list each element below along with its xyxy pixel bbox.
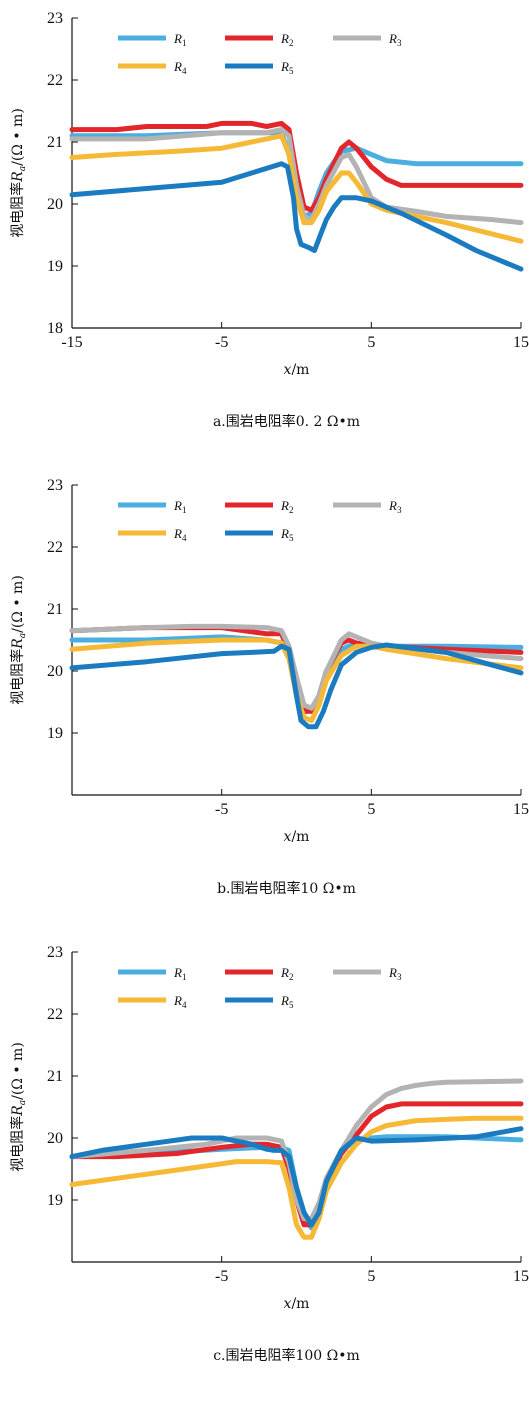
series-line-r1 xyxy=(69,1134,524,1231)
x-tick-label: -5 xyxy=(215,1268,228,1285)
y-tick-label: 21 xyxy=(47,134,63,151)
y-tick-label: 20 xyxy=(47,1130,63,1147)
chart-a: 18 19 20 21 22 23 -15 -5 5 15 R1 R2 R3 R4 R5 x/m 视电阻率Ra/… xyxy=(9,10,529,430)
legend-label-r4: R4 xyxy=(173,526,187,543)
legend-label-r1: R1 xyxy=(173,498,186,515)
x-axis-label: x/m xyxy=(284,1296,310,1312)
y-tick-label: 19 xyxy=(47,725,63,742)
legend-label-r2: R2 xyxy=(280,498,293,515)
legend-label-r5: R5 xyxy=(280,526,294,543)
y-axis-label: 视电阻率Ra/(Ω • m) xyxy=(9,108,28,238)
y-tick-label: 20 xyxy=(47,196,63,213)
y-axis-label: 视电阻率Ra/(Ω • m) xyxy=(9,575,28,705)
y-tick-label: 22 xyxy=(47,539,63,556)
series-line-r3 xyxy=(69,623,524,711)
y-tick-label: 20 xyxy=(47,663,63,680)
legend-label-r2: R2 xyxy=(280,965,293,982)
legend-label-r1: R1 xyxy=(173,965,186,982)
series-line-r5 xyxy=(69,1126,524,1228)
series-line-r2 xyxy=(69,120,524,213)
series-line-r4 xyxy=(69,1115,524,1240)
chart-panel-c: 19 20 21 22 23 -5 5 15 R1 R2 R3 R4 R5 x/m 视电阻率Ra/(Ω • … xyxy=(0,934,529,1401)
series-line-r4 xyxy=(69,133,524,244)
y-axis-label: 视电阻率Ra/(Ω • m) xyxy=(9,1042,28,1172)
chart-caption: a.围岩电阻率0. 2 Ω•m xyxy=(213,413,360,430)
legend-label-r3: R3 xyxy=(388,965,402,982)
legend-label-r3: R3 xyxy=(388,498,402,515)
series-line-r5 xyxy=(69,642,524,730)
chart-panel-b: 19 20 21 22 23 -5 5 15 R1 R2 R3 R4 R5 x/m 视电阻率Ra/(Ω • … xyxy=(0,467,529,934)
y-tick-label: 21 xyxy=(47,601,63,618)
y-tick-label: 23 xyxy=(47,477,63,494)
y-tick-label: 23 xyxy=(47,10,63,27)
x-tick-label: 5 xyxy=(367,801,375,818)
y-tick-label: 19 xyxy=(47,258,63,275)
chart-caption: b.围岩电阻率10 Ω•m xyxy=(217,880,356,897)
legend-label-r5: R5 xyxy=(280,993,294,1010)
y-tick-label: 22 xyxy=(47,1006,63,1023)
chart-c: 19 20 21 22 23 -5 5 15 R1 R2 R3 R4 R5 x/m 视电阻率Ra/(Ω • … xyxy=(9,944,529,1364)
x-tick-label: -5 xyxy=(215,801,228,818)
legend-label-r3: R3 xyxy=(388,31,402,48)
y-tick-label: 18 xyxy=(47,320,63,337)
legend-label-r4: R4 xyxy=(173,59,187,76)
x-tick-label: 15 xyxy=(513,801,529,818)
chart-b: 19 20 21 22 23 -5 5 15 R1 R2 R3 R4 R5 x/m 视电阻率Ra/(Ω • … xyxy=(9,477,529,897)
x-tick-label: 15 xyxy=(513,1268,529,1285)
y-tick-label: 21 xyxy=(47,1068,63,1085)
chart-caption: c.围岩电阻率100 Ω•m xyxy=(213,1347,360,1364)
x-axis-label: x/m xyxy=(284,362,310,378)
x-tick-label: -15 xyxy=(61,334,82,351)
x-tick-label: 5 xyxy=(367,334,375,351)
series-line-r5 xyxy=(69,161,524,272)
chart-panel-a: 18 19 20 21 22 23 -15 -5 5 15 R1 R2 R3 R4 R5 x/m 视电阻率Ra/… xyxy=(0,0,529,467)
x-tick-label: 15 xyxy=(513,334,529,351)
y-tick-label: 23 xyxy=(47,944,63,961)
legend-label-r4: R4 xyxy=(173,993,187,1010)
x-axis-label: x/m xyxy=(284,829,310,845)
legend-label-r5: R5 xyxy=(280,59,294,76)
legend-label-r2: R2 xyxy=(280,31,293,48)
series-line-r2 xyxy=(69,1101,524,1228)
y-tick-label: 19 xyxy=(47,1192,63,1209)
y-tick-label: 22 xyxy=(47,72,63,89)
legend-label-r1: R1 xyxy=(173,31,186,48)
x-tick-label: 5 xyxy=(367,1268,375,1285)
x-tick-label: -5 xyxy=(215,334,228,351)
